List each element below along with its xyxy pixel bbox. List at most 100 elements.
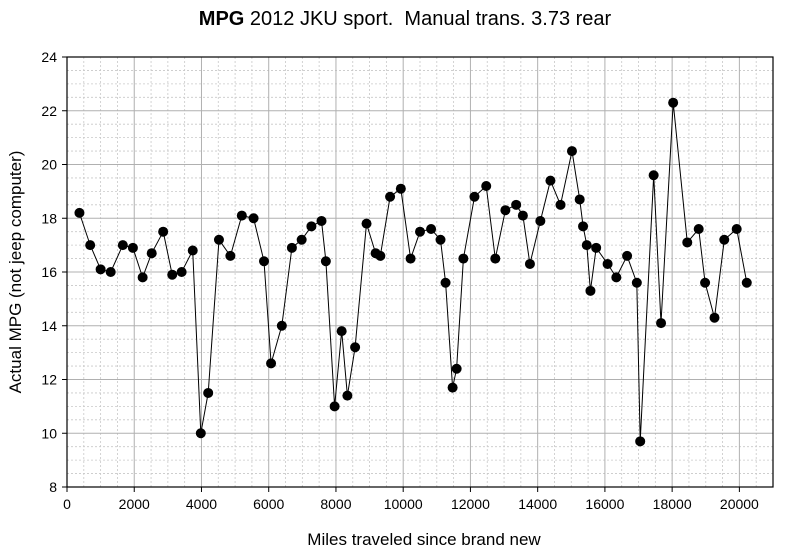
data-point [648, 170, 659, 181]
data-point [566, 146, 577, 157]
data-point [306, 221, 317, 232]
x-tick-label: 18000 [653, 496, 692, 512]
data-point [500, 205, 511, 216]
data-point [225, 250, 236, 261]
y-tick-label: 10 [41, 425, 57, 441]
data-point [631, 277, 642, 288]
data-point [296, 234, 307, 245]
data-point [213, 234, 224, 245]
data-point [481, 181, 492, 191]
x-tick-label: 10000 [384, 496, 423, 512]
data-point [361, 218, 372, 229]
data-point [266, 358, 277, 369]
chart-title-rest: 2012 JKU sport. Manual trans. 3.73 rear [244, 8, 611, 30]
x-tick-label: 2000 [119, 496, 150, 512]
data-point [95, 264, 106, 275]
x-tick-label: 4000 [186, 496, 217, 512]
data-point [286, 242, 297, 253]
x-tick-label: 20000 [720, 496, 759, 512]
data-point [668, 97, 679, 108]
data-point [517, 210, 528, 221]
data-point [545, 175, 556, 186]
data-point [693, 224, 704, 234]
data-point [320, 256, 331, 267]
x-tick-label: 12000 [451, 496, 490, 512]
data-point [137, 272, 148, 283]
data-point [709, 312, 720, 323]
data-point [385, 191, 396, 202]
data-point [731, 224, 742, 234]
data-point [574, 194, 585, 205]
x-tick-label: 6000 [253, 496, 284, 512]
chart-title-bold: MPG [199, 8, 245, 30]
data-point [203, 387, 214, 398]
y-tick-label: 20 [41, 157, 57, 173]
data-point [105, 267, 116, 277]
data-point [375, 250, 386, 261]
data-point [535, 215, 546, 226]
data-point [74, 207, 85, 218]
data-point [127, 242, 138, 253]
x-axis-label: Miles traveled since brand new [307, 530, 541, 549]
data-point [405, 253, 416, 264]
axis-ticks: 0 2000 4000 6000 8000 10000 12000 14000 16000 180… [41, 49, 759, 512]
data-point [490, 253, 501, 264]
y-tick-label: 18 [41, 210, 57, 226]
data-point [146, 248, 157, 259]
data-point [158, 226, 169, 237]
data-point [700, 277, 711, 288]
data-point [511, 199, 522, 210]
data-point [719, 234, 730, 245]
data-point [236, 210, 247, 221]
data-point [435, 234, 446, 245]
data-point [415, 226, 425, 237]
y-tick-label: 22 [41, 103, 57, 119]
data-point [426, 224, 437, 234]
data-point [591, 242, 602, 253]
data-point [350, 342, 361, 353]
x-tick-label: 8000 [320, 496, 351, 512]
y-tick-label: 12 [41, 372, 57, 388]
y-axis-label: Actual MPG (not jeep computer) [6, 151, 25, 394]
data-point [117, 240, 128, 251]
data-point [329, 401, 340, 412]
data-point [440, 277, 451, 288]
x-tick-label: 14000 [518, 496, 557, 512]
data-point [578, 221, 589, 232]
data-point [458, 253, 469, 264]
data-point [336, 326, 347, 337]
data-point [248, 213, 259, 224]
minor-grid [67, 57, 773, 487]
data-point [195, 428, 206, 439]
data-point [276, 320, 287, 331]
data-point [259, 256, 270, 267]
data-point [85, 240, 96, 251]
data-point [585, 285, 596, 296]
data-point [469, 191, 480, 202]
data-point [741, 277, 752, 288]
data-point [656, 318, 667, 329]
y-tick-label: 16 [41, 264, 57, 280]
data-point [187, 245, 198, 256]
x-tick-label: 16000 [585, 496, 624, 512]
y-tick-label: 8 [49, 479, 57, 495]
data-point [316, 215, 327, 226]
data-point [342, 390, 353, 401]
series-mpg [74, 97, 752, 447]
data-point [635, 436, 646, 447]
data-point [602, 258, 613, 269]
data-point [555, 199, 566, 210]
data-point [167, 269, 178, 280]
chart-title: MPG 2012 JKU sport. Manual trans. 3.73 r… [199, 8, 612, 30]
data-point [451, 363, 462, 374]
data-point [581, 240, 592, 251]
data-point [447, 382, 458, 393]
data-point [682, 237, 693, 248]
data-point [524, 258, 535, 269]
data-point [611, 272, 622, 283]
x-tick-label: 0 [63, 496, 71, 512]
data-point [176, 267, 187, 277]
y-tick-label: 24 [41, 49, 57, 65]
data-point [395, 183, 406, 194]
